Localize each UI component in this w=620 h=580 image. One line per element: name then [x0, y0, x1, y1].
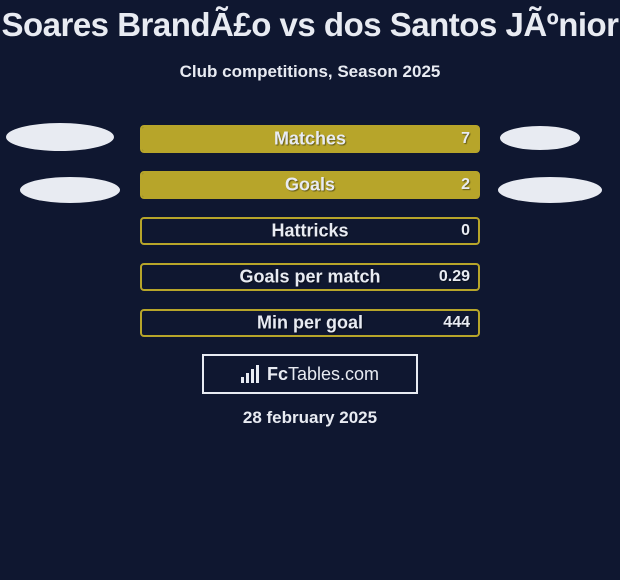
stat-label: Matches: [274, 129, 346, 150]
brand-text-main: Tables: [288, 364, 340, 384]
stat-value: 0: [461, 222, 470, 240]
stat-row: Hattricks 0: [140, 217, 480, 245]
stat-value: 2: [461, 176, 470, 194]
stat-value: 7: [461, 130, 470, 148]
decorative-ellipse: [6, 123, 114, 151]
date-text: 28 february 2025: [0, 408, 620, 428]
subtitle: Club competitions, Season 2025: [0, 62, 620, 82]
brand-text-suffix: .com: [340, 364, 379, 384]
stat-label: Hattricks: [271, 221, 348, 242]
brand-text: FcTables.com: [267, 364, 379, 385]
brand-logo: FcTables.com: [202, 354, 418, 394]
stat-label: Min per goal: [257, 313, 363, 334]
stat-row: Goals 2: [140, 171, 480, 199]
bars-icon: [241, 365, 261, 383]
stat-value: 444: [443, 314, 470, 332]
stat-label: Goals per match: [239, 267, 380, 288]
stat-label: Goals: [285, 175, 335, 196]
page-title: Soares BrandÃ£o vs dos Santos JÃºnior: [0, 6, 620, 44]
stat-value: 0.29: [439, 268, 470, 286]
brand-text-prefix: Fc: [267, 364, 288, 384]
decorative-ellipse: [20, 177, 120, 203]
stat-row: Min per goal 444: [140, 309, 480, 337]
stat-row: Matches 7: [140, 125, 480, 153]
decorative-ellipse: [498, 177, 602, 203]
decorative-ellipse: [500, 126, 580, 150]
stat-row: Goals per match 0.29: [140, 263, 480, 291]
